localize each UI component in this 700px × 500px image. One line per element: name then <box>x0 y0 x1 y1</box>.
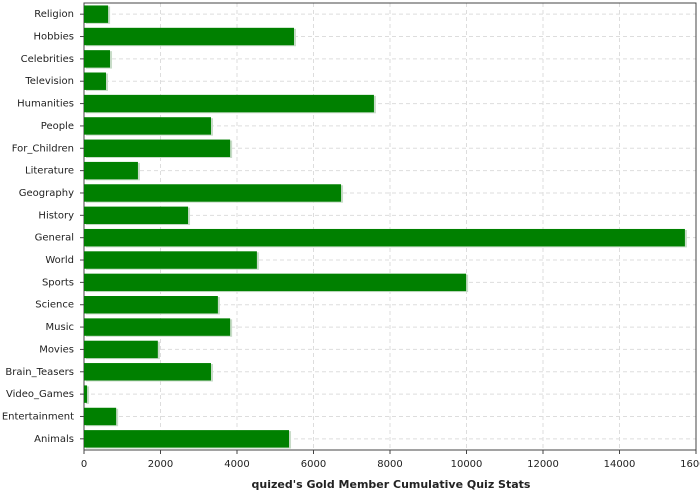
bar <box>84 228 685 247</box>
bar <box>84 117 211 135</box>
bar <box>84 161 138 180</box>
bar <box>84 50 111 68</box>
bar-shadow <box>86 386 90 404</box>
bar <box>84 318 231 336</box>
bar <box>84 385 88 403</box>
x-axis-label: quized's Gold Member Cumulative Quiz Sta… <box>252 478 531 491</box>
x-tick-label: 10000 <box>451 459 483 470</box>
bar <box>84 363 211 381</box>
x-tick-label: 14000 <box>604 459 636 470</box>
x-tick-label: 0 <box>81 459 87 470</box>
bar <box>84 340 158 359</box>
bar <box>84 206 189 225</box>
x-tick-label: 6000 <box>301 459 326 470</box>
y-tick-label: Music <box>46 322 74 333</box>
bar <box>84 139 231 157</box>
y-tick-label: Hobbies <box>34 32 74 43</box>
bar <box>84 407 117 426</box>
y-tick-label: Entertainment <box>2 411 74 422</box>
y-tick-label: For_Children <box>12 143 74 154</box>
y-tick-label: Celebrities <box>21 54 74 65</box>
y-tick-label: Movies <box>39 344 74 355</box>
x-tick-label: 4000 <box>224 459 249 470</box>
bar <box>84 273 467 292</box>
bar <box>84 72 106 90</box>
y-tick-label: Video_Games <box>6 389 74 400</box>
y-tick-label: People <box>41 121 74 132</box>
bar <box>84 296 218 314</box>
y-tick-label: Science <box>35 300 74 311</box>
bar <box>84 251 257 269</box>
x-tick-label: 16000 <box>680 459 700 470</box>
y-tick-label: Brain_Teasers <box>5 367 74 378</box>
y-tick-label: General <box>35 233 74 244</box>
y-tick-label: Sports <box>42 277 74 288</box>
x-tick-label: 8000 <box>377 459 402 470</box>
y-tick-label: Literature <box>25 166 74 177</box>
y-tick-label: Geography <box>19 188 74 199</box>
y-tick-label: World <box>45 255 74 266</box>
x-tick-label: 2000 <box>148 459 173 470</box>
bar <box>84 430 290 448</box>
bar <box>84 5 109 23</box>
bar <box>84 184 342 202</box>
y-tick-label: Animals <box>34 434 74 445</box>
y-tick-label: Humanities <box>17 99 74 110</box>
y-tick-label: Television <box>24 76 74 87</box>
bar <box>84 94 374 113</box>
x-tick-label: 12000 <box>527 459 559 470</box>
bar <box>84 27 294 46</box>
y-tick-label: History <box>38 210 74 221</box>
plot-frame <box>83 2 697 451</box>
y-tick-label: Religion <box>34 9 74 20</box>
